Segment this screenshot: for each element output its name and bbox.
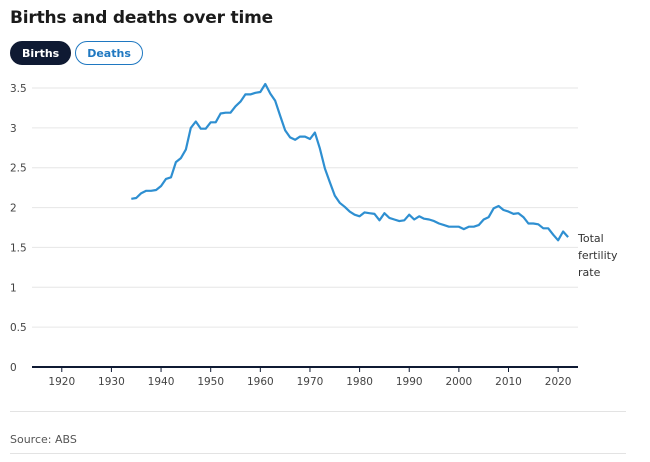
- x-tick-label: 1980: [346, 376, 373, 388]
- y-tick-label: 3.5: [10, 83, 27, 95]
- line-chart: 0 0.5 1 1.5 2 2.5 3 3.5 1920 1930 1940 1950 1960 1970…: [10, 82, 618, 388]
- tab-births[interactable]: Births: [10, 41, 72, 65]
- x-tick-label: 1940: [148, 376, 175, 388]
- y-tick-label: 1.5: [10, 242, 27, 254]
- series-label: fertility: [578, 249, 618, 262]
- divider: [10, 453, 626, 454]
- x-tick-label: 1990: [396, 376, 423, 388]
- chart-tabs: Births Deaths: [10, 41, 143, 65]
- y-tick-label: 0.5: [10, 322, 27, 334]
- y-tick-label: 1: [10, 282, 17, 294]
- x-tick-label: 2000: [446, 376, 473, 388]
- page-title: Births and deaths over time: [10, 8, 273, 28]
- divider: [10, 411, 626, 412]
- series-line: [131, 82, 569, 242]
- x-tick-label: 1930: [98, 376, 125, 388]
- series-label: Total: [577, 232, 604, 245]
- x-tick-label: 2020: [545, 376, 572, 388]
- y-tick-label: 0: [10, 362, 17, 374]
- y-tick-label: 3: [10, 123, 17, 135]
- tab-deaths[interactable]: Deaths: [75, 41, 143, 65]
- x-tick-label: 1950: [197, 376, 224, 388]
- y-tick-label: 2.5: [10, 163, 27, 175]
- x-tick-label: 1970: [297, 376, 324, 388]
- y-tick-label: 2: [10, 203, 17, 215]
- x-tick-label: 2010: [495, 376, 522, 388]
- source-note: Source: ABS: [10, 433, 77, 446]
- x-tick-label: 1920: [48, 376, 75, 388]
- x-tick-label: 1960: [247, 376, 274, 388]
- series-label: rate: [578, 266, 601, 279]
